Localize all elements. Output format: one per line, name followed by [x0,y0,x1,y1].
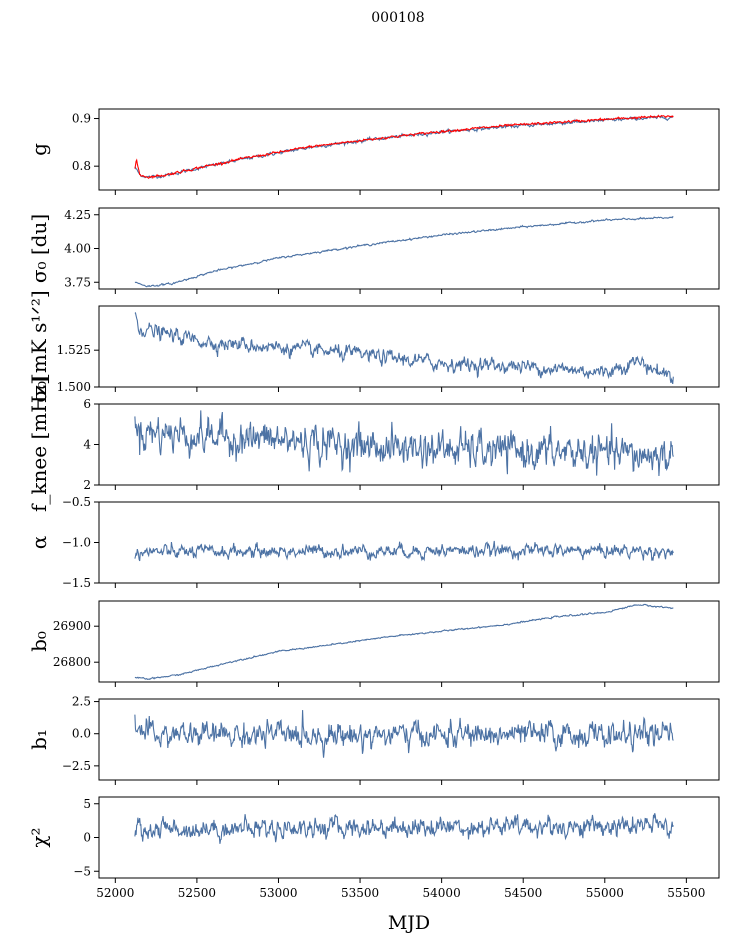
x-tick-label: 55500 [667,886,705,900]
y-tick-label: 3.75 [64,275,91,289]
y-axis-label: σ₀ [du] [27,214,51,283]
y-tick-label: −2.5 [62,759,91,773]
series-line-1 [134,540,674,562]
figure-title: 000108 [371,10,424,26]
y-axis-label: f_knee [mHz] [27,377,51,512]
series-line-1 [134,311,674,385]
series-line-1 [134,115,674,179]
panel-frame [98,698,720,781]
panel-4: 2 4 6 f_knee [mHz] [27,377,720,512]
y-axis-label: b₀ [27,631,51,652]
series-line-1 [134,710,674,758]
y-axis-label: α [27,536,51,550]
panel-frame [98,108,720,191]
panel-8: −5 0 5 52000 52500 53000 53500 54000 54500 55000 5… [27,796,720,900]
y-tick-label: 4.00 [64,242,91,256]
panels-container: 0.8 0.9 g 3.75 4.00 4.25 σ₀ [du] 1.500 1.525 σ₀[m… [27,108,720,900]
y-tick-label: 2.5 [72,695,91,709]
panel-frame [98,501,720,584]
y-tick-label: 6 [83,397,91,411]
y-tick-label: −1.5 [62,576,91,590]
y-axis-label: σ₀[mK s¹ᐟ²] [27,290,51,402]
x-axis-label: MJD [388,912,430,934]
y-tick-label: 0.0 [72,727,91,741]
y-tick-label: 0 [83,831,91,845]
y-tick-label: −1.0 [62,536,91,550]
y-tick-label: −5 [73,864,91,878]
series-line-2 [134,114,674,180]
series-line-1 [134,813,674,844]
x-tick-label: 53000 [259,886,297,900]
x-tick-label: 54500 [504,886,542,900]
y-tick-label: 0.9 [72,112,91,126]
x-tick-label: 52000 [96,886,134,900]
y-tick-label: 1.525 [57,343,91,357]
y-tick-label: 26800 [53,655,91,669]
x-tick-label: 55000 [586,886,624,900]
x-tick-label: 53500 [341,886,379,900]
y-tick-label: 4.25 [64,208,91,222]
y-axis-label: g [27,143,51,156]
series-line-1 [134,215,674,288]
y-tick-label: 4 [83,438,91,452]
y-tick-label: 2 [83,478,91,492]
panel-frame [98,207,720,290]
y-tick-label: 0.8 [72,159,91,173]
y-tick-label: 1.500 [57,380,91,394]
x-tick-label: 52500 [178,886,216,900]
y-tick-label: 26900 [53,619,91,633]
y-tick-label: −0.5 [62,495,91,509]
panel-frame [98,796,720,879]
x-tick-label: 54000 [423,886,461,900]
panel-5: −1.5 −1.0 −0.5 α [27,495,720,590]
panel-7: −2.5 0.0 2.5 b₁ [27,695,720,785]
y-axis-label: χ² [27,827,51,847]
panel-2: 3.75 4.00 4.25 σ₀ [du] [27,207,720,294]
series-line-1 [134,603,674,680]
y-tick-label: 5 [83,797,91,811]
panel-frame [98,305,720,388]
panel-3: 1.500 1.525 σ₀[mK s¹ᐟ²] [27,290,720,403]
panel-1: 0.8 0.9 g [27,108,720,195]
y-axis-label: b₁ [27,729,51,750]
series-line-1 [134,410,674,476]
panel-frame [98,600,720,683]
